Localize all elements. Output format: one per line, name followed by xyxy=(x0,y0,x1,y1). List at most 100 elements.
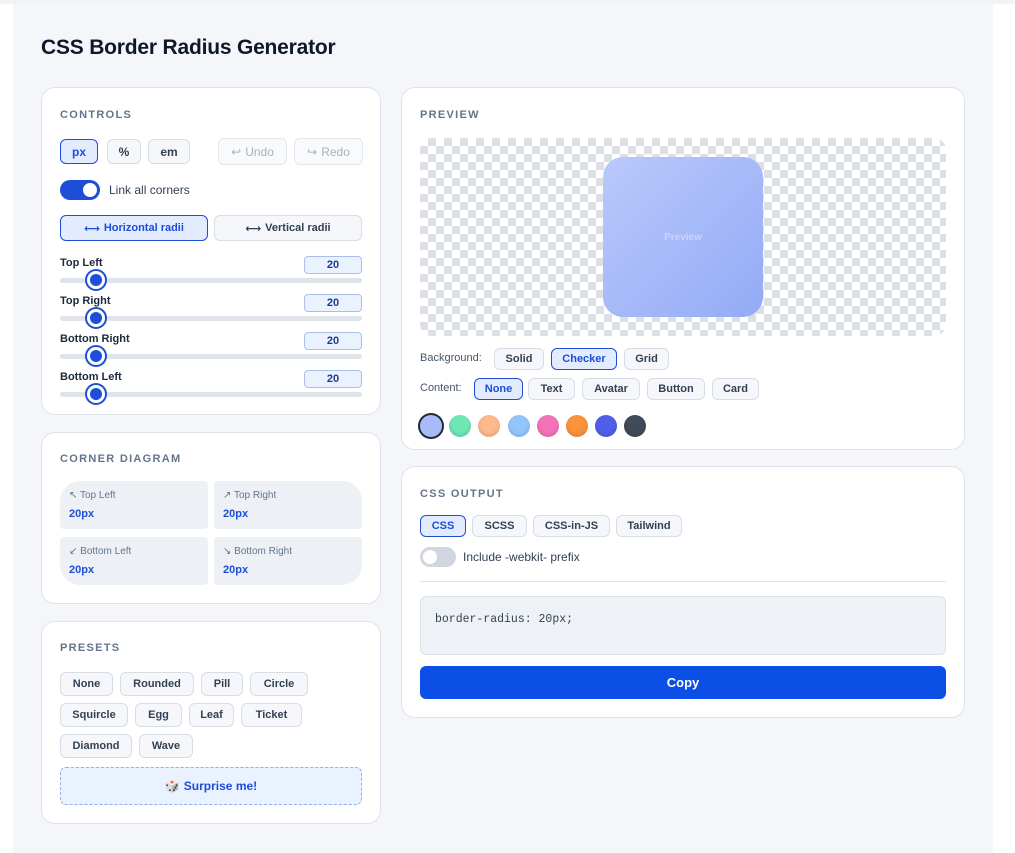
preset-leaf-button[interactable]: Leaf xyxy=(189,703,234,727)
preset-pill-button[interactable]: Pill xyxy=(201,672,243,696)
unit-percent-button[interactable]: % xyxy=(107,139,141,164)
controls-card: CONTROLS px % em ↩ Undo ↪ Redo Link all co… xyxy=(41,87,381,415)
unit-em-button[interactable]: em xyxy=(148,139,190,164)
top-right-label: Top Right xyxy=(60,295,111,307)
arrow-down-right-icon: ↘ xyxy=(223,546,232,557)
bottom-right-slider[interactable] xyxy=(60,354,362,359)
horizontal-arrows-icon: ⟷ xyxy=(84,222,100,235)
top-right-slider-thumb[interactable] xyxy=(87,309,105,327)
top-left-input[interactable]: 20 xyxy=(304,256,362,274)
top-right-slider[interactable] xyxy=(60,316,362,321)
content-button-button[interactable]: Button xyxy=(647,378,705,400)
corner-diagram-title: CORNER DIAGRAM xyxy=(60,453,182,465)
bottom-left-label: Bottom Left xyxy=(60,371,122,383)
webkit-prefix-toggle[interactable] xyxy=(420,547,456,567)
undo-label: Undo xyxy=(245,144,274,159)
color-swatch-periwinkle[interactable] xyxy=(420,415,442,437)
format-scss-button[interactable]: SCSS xyxy=(472,515,527,537)
bottom-right-input[interactable]: 20 xyxy=(304,332,362,350)
vertical-radii-label: Vertical radii xyxy=(265,222,331,234)
bottom-right-label: Bottom Right xyxy=(60,333,130,345)
preset-diamond-button[interactable]: Diamond xyxy=(60,734,132,758)
vertical-arrows-icon: ⟷ xyxy=(245,222,262,235)
corner-diagram-card: CORNER DIAGRAM ↖ Top Left 20px ↗ Top Rig… xyxy=(41,432,381,604)
css-output-card: CSS OUTPUT CSS SCSS CSS-in-JS Tailwind I… xyxy=(401,466,965,718)
preset-circle-button[interactable]: Circle xyxy=(250,672,308,696)
preset-ticket-button[interactable]: Ticket xyxy=(241,703,302,727)
corner-bottom-left-label: Bottom Left xyxy=(80,546,132,557)
content-avatar-button[interactable]: Avatar xyxy=(582,378,640,400)
redo-icon: ↪ xyxy=(307,144,318,159)
background-checker-button[interactable]: Checker xyxy=(551,348,617,370)
top-left-slider[interactable] xyxy=(60,278,362,283)
preset-rounded-button[interactable]: Rounded xyxy=(120,672,194,696)
corner-top-left-value: 20px xyxy=(69,508,95,520)
bottom-left-slider[interactable] xyxy=(60,392,362,397)
output-divider xyxy=(420,581,946,582)
content-card-button[interactable]: Card xyxy=(712,378,759,400)
top-right-input[interactable]: 20 xyxy=(304,294,362,312)
preset-wave-button[interactable]: Wave xyxy=(139,734,193,758)
preview-box-text: Preview xyxy=(664,231,702,243)
controls-title: CONTROLS xyxy=(60,109,133,121)
unit-px-button[interactable]: px xyxy=(60,139,98,164)
surprise-me-label: Surprise me! xyxy=(183,779,258,793)
color-swatch-mint[interactable] xyxy=(449,415,472,437)
corner-bottom-left: ↙ Bottom Left 20px xyxy=(60,537,208,585)
arrow-up-right-icon: ↗ xyxy=(223,490,232,501)
color-swatch-slate[interactable] xyxy=(624,415,647,437)
content-text-button[interactable]: Text xyxy=(528,378,575,400)
css-code-box[interactable]: border-radius: 20px; xyxy=(420,596,946,655)
horizontal-radii-button[interactable]: ⟷ Horizontal radii xyxy=(60,215,208,241)
toggle-knob xyxy=(423,550,437,564)
css-code-text: border-radius: 20px; xyxy=(435,613,574,626)
format-css-in-js-button[interactable]: CSS-in-JS xyxy=(533,515,610,537)
link-corners-label: Link all corners xyxy=(109,183,190,197)
preset-squircle-button[interactable]: Squircle xyxy=(60,703,128,727)
corner-bottom-left-value: 20px xyxy=(69,564,95,576)
background-solid-button[interactable]: Solid xyxy=(494,348,544,370)
undo-icon: ↩ xyxy=(231,144,242,159)
corner-bottom-right-name: ↘ Bottom Right xyxy=(223,546,292,557)
top-left-label: Top Left xyxy=(60,257,103,269)
background-label: Background: xyxy=(420,352,482,364)
preset-egg-button[interactable]: Egg xyxy=(135,703,182,727)
color-swatch-pink[interactable] xyxy=(536,415,559,437)
preview-card: PREVIEW Preview Background: Solid Checke… xyxy=(401,87,965,450)
top-left-slider-thumb[interactable] xyxy=(87,271,105,289)
corner-top-left: ↖ Top Left 20px xyxy=(60,481,208,529)
background-grid-button[interactable]: Grid xyxy=(624,348,669,370)
color-swatch-peach[interactable] xyxy=(478,415,501,437)
corner-top-right-name: ↗ Top Right xyxy=(223,490,276,501)
surprise-me-button[interactable]: 🎲 Surprise me! xyxy=(60,767,362,805)
color-swatch-orange[interactable] xyxy=(566,415,588,437)
horizontal-radii-label: Horizontal radii xyxy=(103,222,184,234)
bottom-left-input[interactable]: 20 xyxy=(304,370,362,388)
content-none-button[interactable]: None xyxy=(474,378,523,400)
corner-top-right: ↗ Top Right 20px xyxy=(214,481,362,529)
format-tailwind-button[interactable]: Tailwind xyxy=(616,515,682,537)
corner-bottom-right-label: Bottom Right xyxy=(234,546,292,557)
link-corners-toggle[interactable] xyxy=(60,180,100,200)
redo-button[interactable]: ↪ Redo xyxy=(294,138,363,165)
top-border xyxy=(0,0,1015,4)
arrow-up-left-icon: ↖ xyxy=(69,490,78,501)
presets-title: PRESETS xyxy=(60,642,121,654)
toggle-knob xyxy=(83,183,97,197)
corner-bottom-left-name: ↙ Bottom Left xyxy=(69,546,131,557)
page-title: CSS Border Radius Generator xyxy=(41,36,336,59)
bottom-right-slider-thumb[interactable] xyxy=(87,347,105,365)
format-css-button[interactable]: CSS xyxy=(420,515,466,537)
corner-top-right-value: 20px xyxy=(223,508,249,520)
corner-top-left-name: ↖ Top Left xyxy=(69,490,116,501)
bottom-left-slider-thumb[interactable] xyxy=(87,385,105,403)
preset-none-button[interactable]: None xyxy=(60,672,113,696)
vertical-radii-button[interactable]: ⟷ Vertical radii xyxy=(214,215,362,241)
copy-button[interactable]: Copy xyxy=(420,666,946,699)
webkit-prefix-label: Include -webkit- prefix xyxy=(463,550,580,564)
color-swatch-indigo[interactable] xyxy=(595,415,618,437)
redo-label: Redo xyxy=(321,144,350,159)
undo-button[interactable]: ↩ Undo xyxy=(218,138,287,165)
color-swatch-sky[interactable] xyxy=(507,415,530,437)
preview-box: Preview xyxy=(603,157,763,317)
